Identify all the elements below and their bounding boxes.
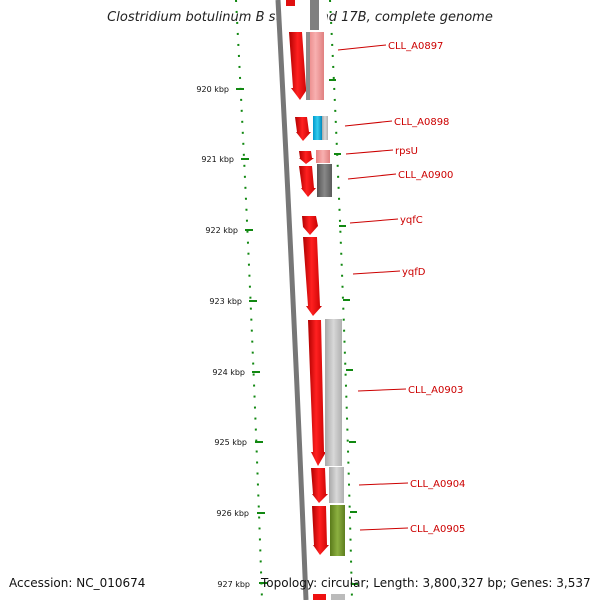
leader-line (359, 527, 409, 531)
gene-label[interactable]: CLL_A0905 (410, 524, 465, 535)
gene-arrow-cll-a0898[interactable] (295, 117, 311, 141)
tick-label: 923 kbp (209, 297, 242, 306)
leader-line (345, 149, 394, 155)
homology-block (322, 116, 328, 140)
homology-block (325, 319, 342, 466)
gene-fragment (331, 594, 345, 600)
leader-line (344, 120, 393, 127)
tick-label: 924 kbp (212, 368, 245, 377)
gene-fragment (313, 594, 326, 600)
top-track-segment (310, 0, 319, 30)
homology-block (306, 32, 310, 100)
gene-arrow-cll-a0900[interactable] (299, 166, 316, 197)
gene-label[interactable]: CLL_A0904 (410, 479, 465, 490)
top-track-segment (286, 0, 295, 6)
tick-label: 922 kbp (205, 226, 238, 235)
gene-label[interactable]: CLL_A0897 (388, 41, 443, 52)
accession-text: Accession: NC_010674 (9, 576, 146, 590)
homology-block (317, 164, 332, 197)
leader-line (352, 270, 401, 275)
homology-block (330, 505, 345, 556)
homology-block (329, 467, 344, 503)
leader-line (337, 44, 387, 51)
gene-arrow-cll-a0897[interactable] (289, 32, 308, 100)
leader-line (349, 218, 399, 224)
gene-arrow-yqfc[interactable] (302, 216, 318, 235)
gene-arrow-cll-a0905[interactable] (312, 506, 329, 555)
leader-line (347, 173, 397, 180)
gene-label[interactable]: yqfD (402, 267, 426, 278)
tick-label: 926 kbp (216, 509, 249, 518)
tick-label: 921 kbp (201, 155, 234, 164)
ruler-ticks: 920 kbp 921 kbp 922 kbp 923 kbp 924 kbp … (196, 79, 358, 589)
tick-label: 920 kbp (196, 85, 229, 94)
gene-arrow-yqfd[interactable] (303, 237, 322, 316)
gene-arrow-rpsu[interactable] (299, 151, 314, 164)
homology-block (316, 150, 330, 163)
gene-features (289, 32, 345, 600)
gene-label[interactable]: CLL_A0903 (408, 385, 463, 396)
gene-label[interactable]: rpsU (395, 146, 418, 157)
topology-text: Topology: circular; Length: 3,800,327 bp… (261, 576, 591, 590)
gene-arrow-cll-a0904[interactable] (311, 468, 328, 503)
gene-label[interactable]: CLL_A0900 (398, 170, 453, 181)
backbone-line (275, 0, 309, 600)
tick-label: 927 kbp (217, 580, 250, 589)
leader-line (358, 482, 409, 486)
label-leaders (337, 44, 409, 531)
gene-label[interactable]: CLL_A0898 (394, 117, 449, 128)
gene-labels: CLL_A0897 CLL_A0898 rpsU CLL_A0900 yqfC … (388, 41, 465, 535)
homology-block (307, 32, 324, 100)
gene-arrow-cll-a0903[interactable] (308, 320, 326, 466)
gene-label[interactable]: yqfC (400, 215, 423, 226)
tick-label: 925 kbp (214, 438, 247, 447)
homology-block (313, 116, 322, 140)
leader-line (357, 388, 407, 392)
